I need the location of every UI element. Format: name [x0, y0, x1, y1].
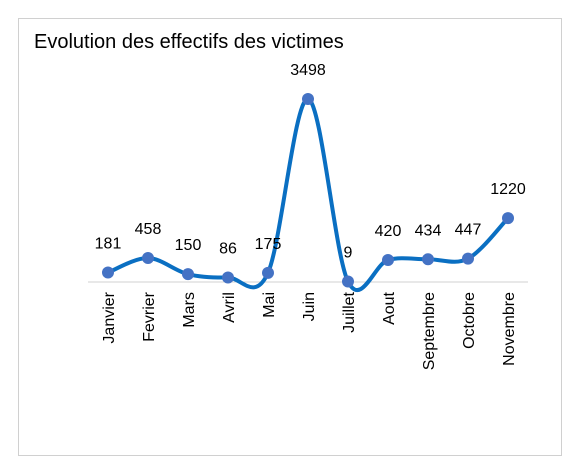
data-label: 150 [175, 237, 202, 254]
chart-frame [18, 18, 562, 456]
data-label: 1220 [490, 181, 526, 198]
marker [182, 268, 194, 281]
data-label: 434 [415, 222, 442, 239]
marker [342, 275, 354, 288]
x-tick-label: Mai [261, 292, 278, 318]
marker [502, 212, 514, 225]
data-label: 420 [375, 223, 402, 240]
chart-title: Evolution des effectifs des victimes [34, 31, 344, 53]
marker [102, 266, 114, 279]
marker [462, 252, 474, 265]
data-label: 447 [455, 222, 482, 239]
marker [302, 93, 314, 105]
marker [142, 252, 154, 265]
marker [422, 253, 434, 266]
x-tick-label: Avril [221, 292, 238, 323]
data-label: 9 [344, 245, 353, 262]
x-tick-label: Fevrier [141, 291, 158, 341]
data-label: 3498 [290, 62, 326, 79]
x-tick-label: Janvier [101, 291, 118, 343]
x-tick-label: Aout [381, 291, 398, 324]
marker [382, 254, 394, 267]
x-tick-label: Novembre [501, 292, 518, 366]
marker [262, 266, 274, 279]
marker [222, 271, 234, 284]
data-label: 175 [255, 236, 282, 253]
data-label: 458 [135, 221, 162, 238]
data-label: 181 [95, 236, 122, 253]
x-tick-label: Octobre [461, 292, 478, 349]
x-tick-label: Juillet [341, 291, 358, 332]
data-label: 86 [219, 241, 237, 258]
x-tick-label: Juin [301, 292, 318, 321]
x-tick-label: Septembre [421, 292, 438, 370]
x-tick-label: Mars [181, 292, 198, 328]
